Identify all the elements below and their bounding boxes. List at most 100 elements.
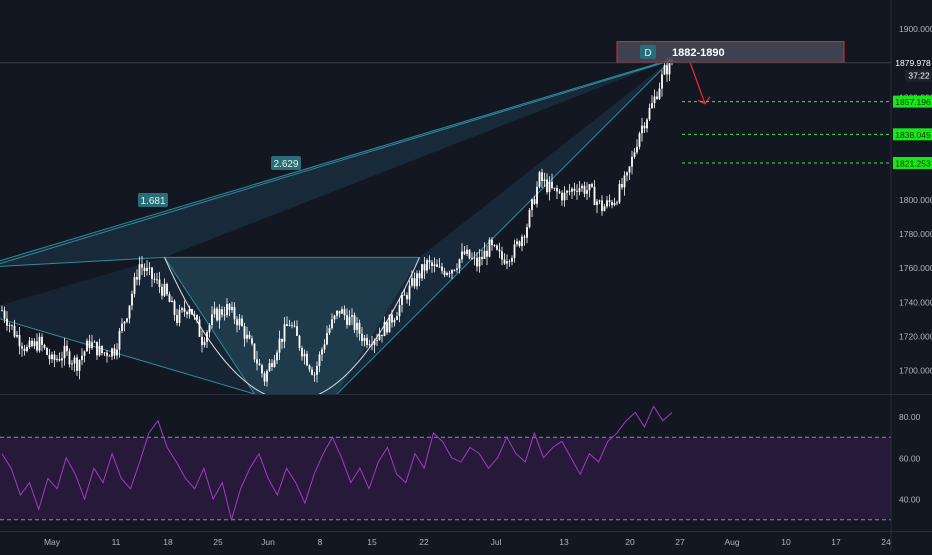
candle-body: [551, 181, 553, 189]
candle-body: [598, 200, 601, 202]
candle-body: [241, 318, 243, 327]
candle-body: [458, 259, 461, 269]
price-tick-label: 1800.000: [899, 195, 932, 205]
candle-body: [626, 172, 628, 176]
candle-body: [16, 335, 18, 337]
candle-body: [338, 310, 341, 314]
pattern-leg-line: [0, 318, 255, 394]
candle-body: [553, 187, 556, 189]
candle-body: [101, 345, 103, 354]
candle-body: [601, 200, 603, 212]
candle-body: [588, 184, 591, 191]
candle-body: [391, 314, 393, 323]
candle-body: [476, 257, 478, 267]
candle-body: [98, 345, 101, 356]
time-tick-label: 18: [163, 537, 173, 547]
candle-body: [506, 261, 508, 264]
candle-body: [6, 318, 8, 326]
candle-body: [103, 352, 106, 354]
target-price-label: 1857.196: [895, 97, 931, 107]
time-tick-label: 8: [318, 537, 323, 547]
candle-body: [21, 346, 23, 349]
candle-body: [423, 264, 426, 271]
candle-body: [416, 273, 418, 287]
candle-body: [238, 318, 241, 326]
candle-body: [196, 315, 198, 320]
candle-body: [131, 293, 133, 306]
candle-body: [363, 337, 366, 342]
candle-body: [508, 261, 511, 263]
candle-body: [133, 277, 136, 294]
candle-body: [666, 65, 668, 75]
candle-body: [563, 192, 566, 201]
candle-body: [213, 308, 216, 315]
candle-body: [571, 188, 573, 192]
rsi-tick-label: 60.00: [899, 453, 921, 463]
candle-body: [13, 325, 16, 337]
candle-body: [138, 264, 141, 280]
candle-body: [291, 325, 293, 326]
candle-body: [531, 199, 533, 210]
candle-body: [618, 184, 621, 203]
candle-body: [408, 285, 411, 300]
time-tick-label: 25: [213, 537, 223, 547]
time-tick-label: 15: [367, 537, 377, 547]
candle-body: [428, 260, 431, 263]
candle-body: [481, 256, 483, 259]
target-price-label: 1821.253: [895, 158, 931, 168]
candle-body: [356, 322, 358, 330]
candle-body: [158, 279, 161, 287]
candle-body: [251, 338, 253, 344]
candle-body: [351, 315, 353, 317]
price-tick-label: 1720.000: [899, 331, 932, 341]
time-tick-label: 13: [559, 537, 569, 547]
candle-body: [228, 304, 231, 311]
candle-body: [651, 103, 653, 109]
candle-body: [156, 279, 158, 281]
candle-body: [126, 318, 128, 322]
candle-body: [306, 353, 308, 366]
candle-body: [566, 190, 568, 193]
candle-body: [541, 172, 543, 182]
candle-body: [153, 278, 156, 280]
candle-body: [528, 209, 531, 228]
candle-body: [56, 358, 58, 360]
candle-body: [548, 181, 551, 193]
candle-body: [546, 179, 548, 193]
candle-body: [173, 300, 176, 316]
target-price-badge: [893, 156, 932, 169]
candle-body: [576, 190, 578, 192]
candle-body: [91, 342, 93, 349]
candle-body: [86, 340, 88, 352]
candle-body: [631, 156, 633, 167]
reversal-zone-label: 1882-1890: [672, 47, 725, 59]
candle-body: [606, 200, 608, 207]
candle-body: [621, 184, 623, 188]
candle-body: [151, 267, 153, 279]
candle-body: [636, 146, 638, 153]
candle-body: [288, 325, 291, 326]
candle-body: [108, 355, 111, 357]
candle-body: [248, 334, 251, 339]
candle-body: [523, 236, 526, 238]
candle-body: [263, 373, 266, 382]
candle-body: [51, 354, 53, 360]
candle-body: [73, 357, 76, 364]
pattern-triangle-xab: [0, 257, 255, 394]
candle-body: [198, 319, 201, 337]
candle-body: [461, 251, 463, 260]
candle-body: [323, 344, 326, 350]
candle-body: [471, 257, 473, 259]
candle-body: [178, 309, 181, 323]
candle-body: [81, 355, 83, 361]
candle-body: [388, 314, 391, 333]
candle-body: [191, 309, 193, 315]
rsi-line: [1, 405, 673, 522]
target-price-badge: [893, 128, 932, 141]
candle-body: [661, 74, 663, 89]
candle-body: [88, 340, 91, 349]
candle-body: [31, 340, 33, 347]
candle-body: [491, 239, 493, 246]
